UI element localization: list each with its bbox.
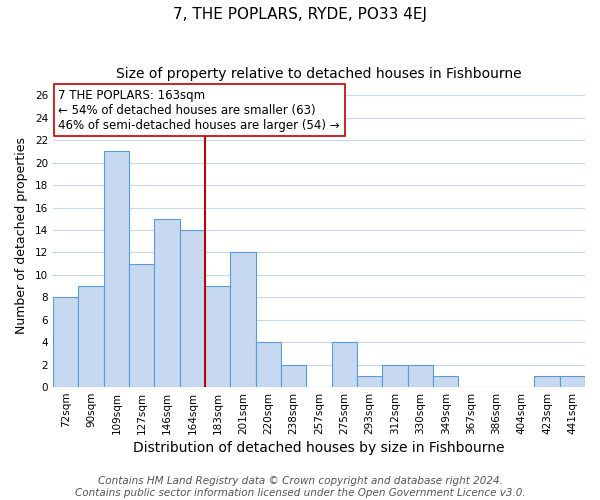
Bar <box>560 376 585 387</box>
Bar <box>104 152 129 387</box>
Bar <box>205 286 230 387</box>
Bar <box>433 376 458 387</box>
Text: 7 THE POPLARS: 163sqm
← 54% of detached houses are smaller (63)
46% of semi-deta: 7 THE POPLARS: 163sqm ← 54% of detached … <box>58 88 340 132</box>
Bar <box>535 376 560 387</box>
Bar <box>53 298 79 387</box>
X-axis label: Distribution of detached houses by size in Fishbourne: Distribution of detached houses by size … <box>133 441 505 455</box>
Bar <box>154 218 180 387</box>
Bar <box>357 376 382 387</box>
Bar <box>180 230 205 387</box>
Bar <box>129 264 154 387</box>
Bar <box>332 342 357 387</box>
Title: Size of property relative to detached houses in Fishbourne: Size of property relative to detached ho… <box>116 68 522 82</box>
Bar <box>407 364 433 387</box>
Bar <box>230 252 256 387</box>
Text: 7, THE POPLARS, RYDE, PO33 4EJ: 7, THE POPLARS, RYDE, PO33 4EJ <box>173 8 427 22</box>
Bar <box>256 342 281 387</box>
Bar <box>281 364 307 387</box>
Text: Contains HM Land Registry data © Crown copyright and database right 2024.
Contai: Contains HM Land Registry data © Crown c… <box>74 476 526 498</box>
Bar <box>382 364 407 387</box>
Bar <box>79 286 104 387</box>
Y-axis label: Number of detached properties: Number of detached properties <box>15 137 28 334</box>
